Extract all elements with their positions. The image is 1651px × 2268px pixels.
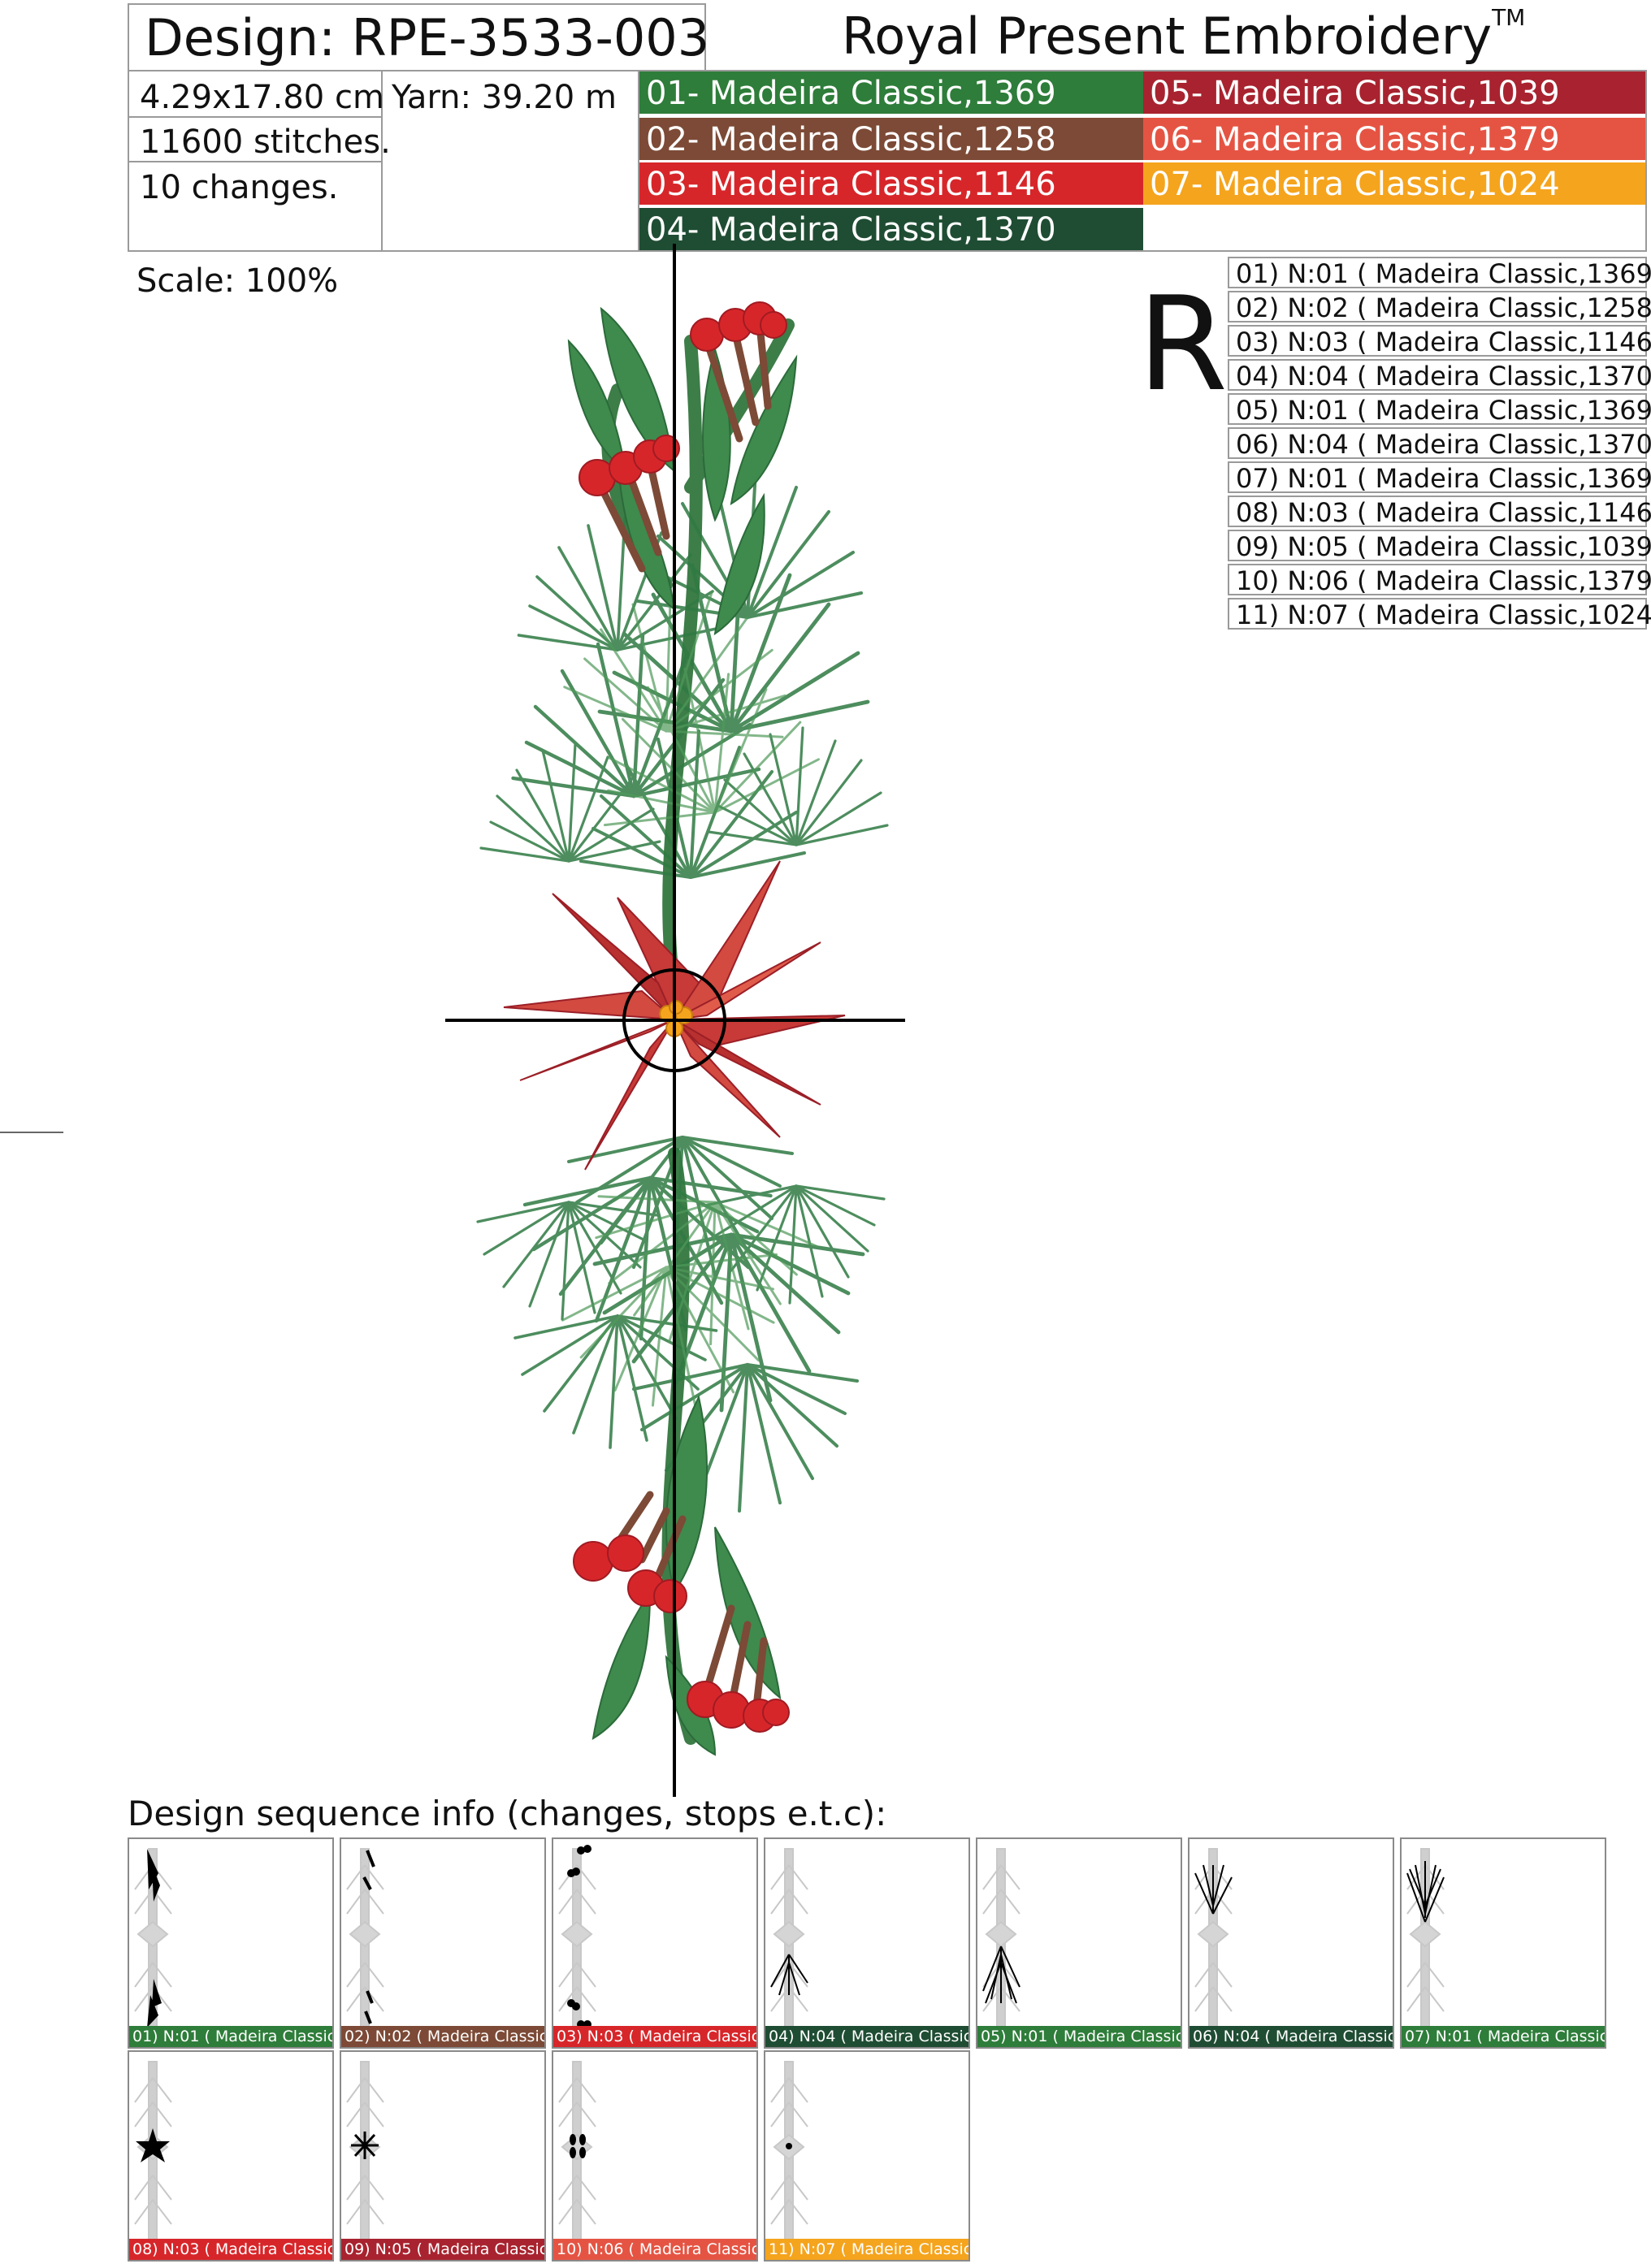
center-crosshair (445, 244, 905, 1797)
yarn-value: Yarn: 39.20 m (392, 79, 617, 116)
sequence-thumbnail: 05) N:01 ( Madeira Classic,1369) (976, 1837, 1182, 2049)
size-value: 4.29x17.80 cm (140, 79, 384, 116)
sequence-row: 09) N:05 ( Madeira Classic,1039) (1228, 530, 1651, 562)
sequence-thumbnail: 07) N:01 ( Madeira Classic,1369) (1400, 1837, 1606, 2049)
berries (573, 301, 790, 1733)
design-title: Design: RPE-3533-003 (145, 8, 710, 67)
thumbnail-caption: 09) N:05 ( Madeira Classic,1039) (341, 2239, 544, 2260)
palette-table (638, 70, 1647, 252)
thumbnail-caption: 07) N:01 ( Madeira Classic,1369) (1402, 2026, 1605, 2047)
sequence-row: 07) N:01 ( Madeira Classic,1369) (1228, 461, 1651, 494)
palette-chip-3: 03- Madeira Classic,1146 (639, 162, 1143, 205)
palette-chip-1: 01- Madeira Classic,1369 (639, 71, 1143, 114)
thumbnail-preview (346, 2061, 384, 2241)
thumbnail-preview (1406, 1848, 1445, 2028)
sequence-thumbnail: 08) N:03 ( Madeira Classic,1146) (128, 2050, 334, 2262)
thumbnail-preview (558, 2061, 596, 2241)
thumbnail-caption: 01) N:01 ( Madeira Classic,1369) (129, 2026, 332, 2047)
sequence-row: 04) N:04 ( Madeira Classic,1370) (1228, 359, 1651, 392)
thumbnail-preview (982, 1848, 1020, 2028)
sequence-row: 06) N:04 ( Madeira Classic,1370) (1228, 427, 1651, 460)
thumbnail-preview (770, 1848, 808, 2028)
thumbnail-caption: 03) N:03 ( Madeira Classic,1146) (553, 2026, 756, 2047)
sequence-row: 01) N:01 ( Madeira Classic,1369) (1228, 257, 1651, 289)
brand-name-text: Royal Present Embroidery (842, 6, 1493, 66)
sequence-row: 10) N:06 ( Madeira Classic,1379) (1228, 564, 1651, 596)
sequence-thumbnail: 03) N:03 ( Madeira Classic,1146) (552, 1837, 758, 2049)
thumbnail-caption: 04) N:04 ( Madeira Classic,1370) (765, 2026, 968, 2047)
sequence-thumbnail: 06) N:04 ( Madeira Classic,1370) (1188, 1837, 1394, 2049)
sequence-info-title: Design sequence info (changes, stops e.t… (128, 1794, 887, 1833)
stitches-value: 11600 stitches. (140, 123, 391, 161)
sequence-thumbnail: 09) N:05 ( Madeira Classic,1039) (340, 2050, 546, 2262)
thumbnail-caption: 05) N:01 ( Madeira Classic,1369) (977, 2026, 1181, 2047)
brand-name: Royal Present EmbroideryTM (842, 6, 1525, 62)
palette-chip-2: 02- Madeira Classic,1258 (639, 118, 1143, 160)
thumbnail-preview (558, 1845, 596, 2028)
thumbnail-preview (346, 1848, 384, 2028)
sequence-thumbnail: 02) N:02 ( Madeira Classic,1258) (340, 1837, 546, 2049)
sequence-thumbnail: 04) N:04 ( Madeira Classic,1370) (764, 1837, 970, 2049)
sequence-row: 03) N:03 ( Madeira Classic,1146) (1228, 325, 1651, 357)
changes-value: 10 changes. (140, 169, 339, 206)
leaves-top (567, 306, 798, 636)
sequence-row: 02) N:02 ( Madeira Classic,1258) (1228, 291, 1651, 323)
sequence-row: 11) N:07 ( Madeira Classic,1024) (1228, 598, 1651, 630)
sequence-thumbnail: 01) N:01 ( Madeira Classic,1369) (128, 1837, 334, 2049)
scale-label: Scale: 100% (136, 262, 339, 300)
specs-divider-h1 (128, 116, 383, 118)
thumbnail-caption: 02) N:02 ( Madeira Classic,1258) (341, 2026, 544, 2047)
edge-mark (0, 1132, 63, 1133)
specs-divider-h2 (128, 161, 383, 162)
palette-chip-6: 06- Madeira Classic,1379 (1143, 118, 1645, 160)
palette-chip-7: 07- Madeira Classic,1024 (1143, 162, 1645, 205)
thumbnail-caption: 10) N:06 ( Madeira Classic,1379) (553, 2239, 756, 2260)
orientation-mark: R (1138, 268, 1228, 420)
thumbnail-caption: 08) N:03 ( Madeira Classic,1146) (129, 2239, 332, 2260)
thumbnail-caption: 06) N:04 ( Madeira Classic,1370) (1190, 2026, 1393, 2047)
thumbnail-preview (770, 2061, 808, 2241)
sequence-row: 08) N:03 ( Madeira Classic,1146) (1228, 496, 1651, 528)
palette-chip-5: 05- Madeira Classic,1039 (1143, 71, 1645, 114)
trademark: TM (1492, 4, 1526, 31)
thumbnail-preview (134, 1848, 172, 2028)
sequence-thumbnail: 10) N:06 ( Madeira Classic,1379) (552, 2050, 758, 2262)
thumbnail-preview (1194, 1848, 1233, 2028)
sequence-thumbnail: 11) N:07 ( Madeira Classic,1024) (764, 2050, 970, 2262)
sequence-row: 05) N:01 ( Madeira Classic,1369) (1228, 393, 1651, 426)
poinsettia-flower (503, 860, 846, 1171)
thumbnail-preview (134, 2061, 172, 2241)
palette-chip-4: 04- Madeira Classic,1370 (639, 208, 1143, 250)
thumbnail-caption: 11) N:07 ( Madeira Classic,1024) (765, 2239, 968, 2260)
